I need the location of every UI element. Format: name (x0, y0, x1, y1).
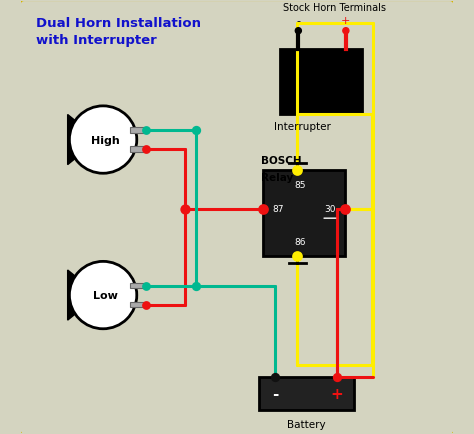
FancyBboxPatch shape (130, 147, 146, 152)
Point (333, 374, 341, 381)
Text: Low: Low (93, 290, 118, 300)
FancyBboxPatch shape (280, 50, 362, 115)
Circle shape (343, 29, 349, 35)
Polygon shape (68, 270, 92, 320)
Text: Dual Horn Installation
with Interrupter: Dual Horn Installation with Interrupter (36, 17, 201, 47)
Text: BOSCH: BOSCH (261, 155, 301, 165)
Point (142, 146, 150, 153)
Circle shape (69, 107, 137, 174)
Text: High: High (91, 135, 119, 145)
Circle shape (295, 29, 301, 35)
FancyBboxPatch shape (130, 283, 146, 289)
Circle shape (69, 262, 137, 329)
Text: +: + (341, 16, 351, 26)
Point (271, 374, 279, 381)
FancyBboxPatch shape (130, 128, 146, 134)
Text: -: - (272, 386, 278, 401)
Text: 30: 30 (324, 205, 336, 214)
Text: Stock Horn Terminals: Stock Horn Terminals (283, 3, 386, 13)
FancyBboxPatch shape (263, 171, 345, 256)
Text: Battery: Battery (287, 419, 326, 429)
Point (192, 283, 200, 289)
FancyBboxPatch shape (18, 0, 456, 434)
Point (259, 206, 267, 213)
Text: Interrupter: Interrupter (273, 122, 330, 132)
Text: 86: 86 (294, 237, 305, 246)
Point (341, 206, 349, 213)
Point (142, 301, 150, 308)
Text: -: - (296, 16, 301, 26)
Point (294, 167, 301, 174)
Polygon shape (68, 115, 92, 165)
FancyBboxPatch shape (130, 302, 146, 308)
Point (142, 127, 150, 134)
Point (142, 283, 150, 289)
Text: Relay: Relay (261, 173, 293, 183)
Text: +: + (331, 386, 344, 401)
FancyBboxPatch shape (259, 377, 354, 410)
Text: 85: 85 (294, 181, 305, 190)
Point (294, 253, 301, 260)
Text: 87: 87 (272, 205, 284, 214)
Point (182, 206, 189, 213)
Point (192, 127, 200, 134)
